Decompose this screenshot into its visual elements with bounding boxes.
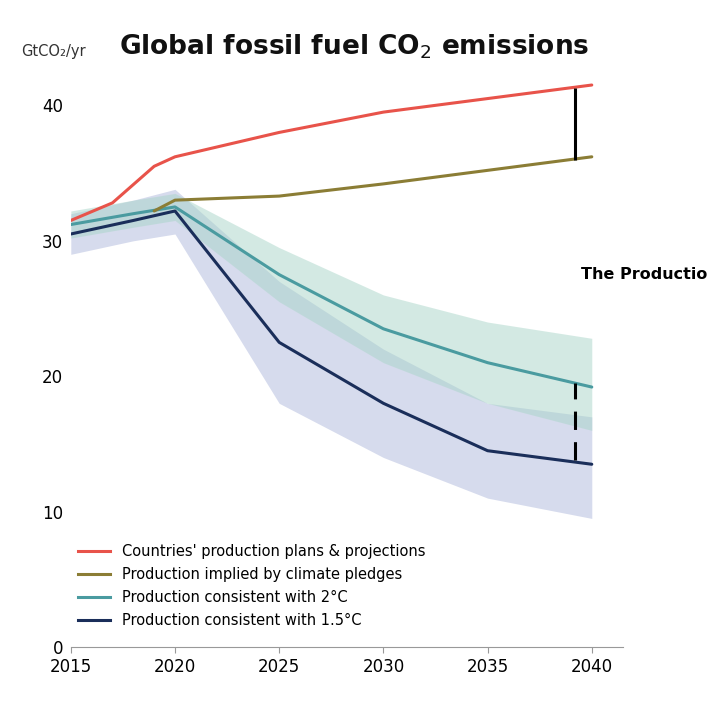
Text: GtCO₂/yr: GtCO₂/yr: [21, 44, 86, 59]
Legend: Countries' production plans & projections, Production implied by climate pledges: Countries' production plans & projection…: [78, 544, 426, 628]
Text: The Production Gap: The Production Gap: [581, 267, 708, 282]
Text: Global fossil fuel CO$_2$ emissions: Global fossil fuel CO$_2$ emissions: [119, 32, 589, 61]
